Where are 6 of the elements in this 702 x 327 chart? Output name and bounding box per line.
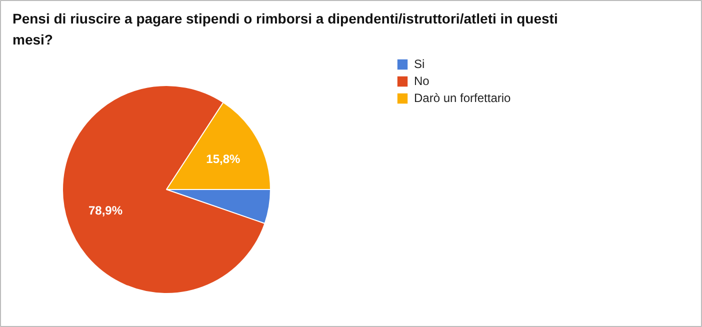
legend-label: No [414,74,430,88]
legend-label: Si [414,57,426,71]
chart-title: Pensi di riuscire a pagare stipendi o rimborsi a dipendenti/istruttori/atleti in questi mesi? [12,10,558,48]
legend-label: Darò un forfettario [414,91,511,105]
data-label: 78,9% [88,203,123,218]
data-label: 15,8% [206,152,241,166]
